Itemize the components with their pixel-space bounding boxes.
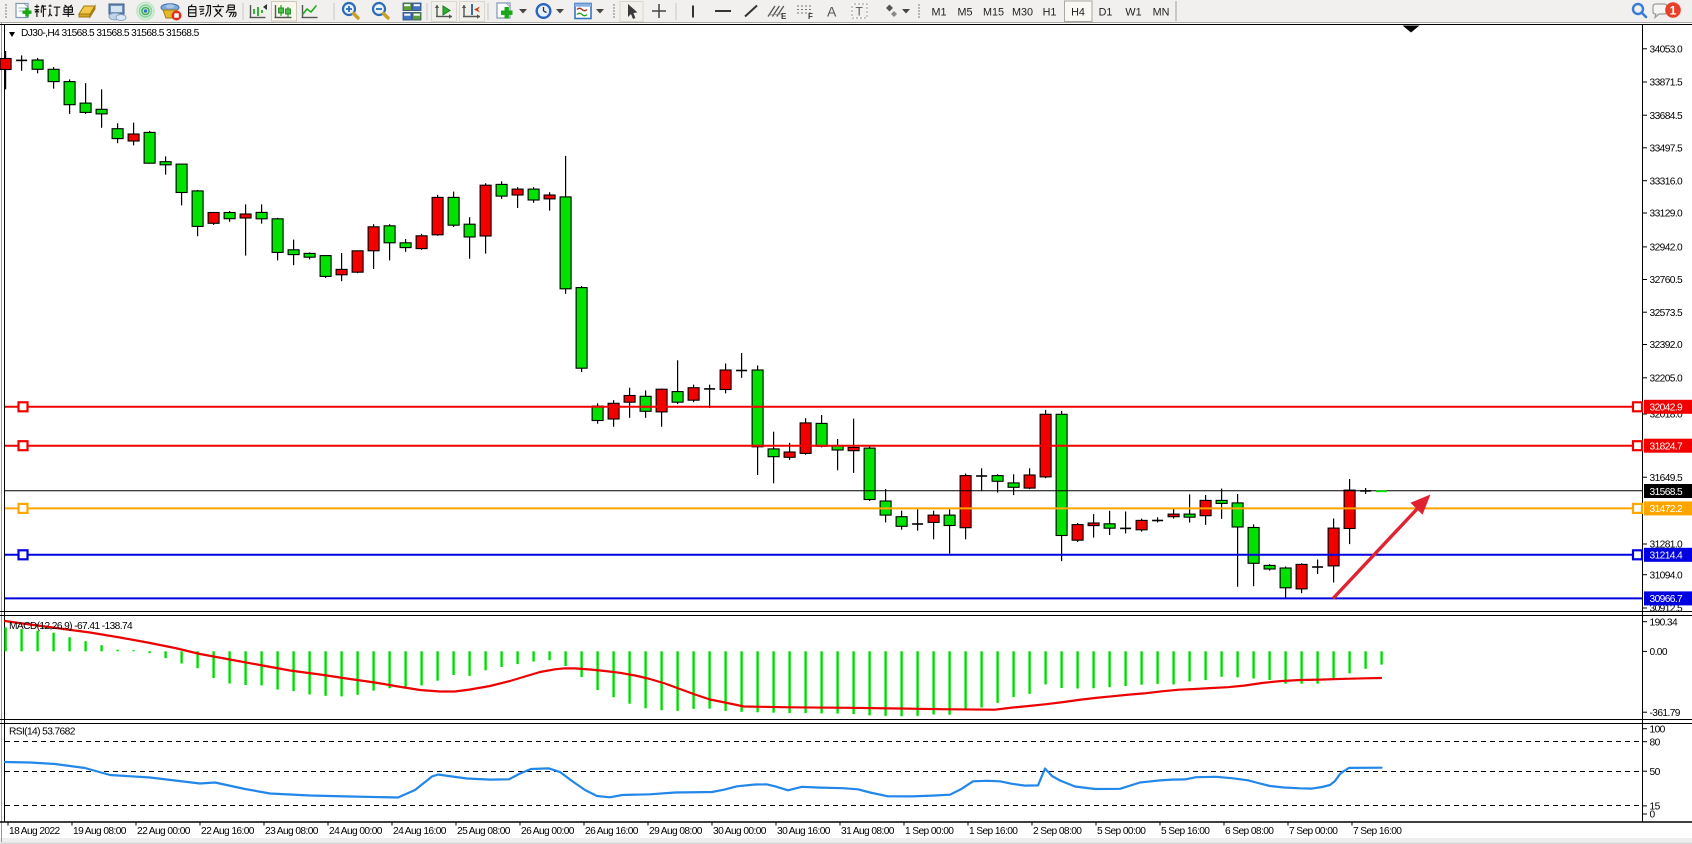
svg-text:25 Aug 08:00: 25 Aug 08:00 [457, 826, 511, 837]
svg-text:31094.0: 31094.0 [1650, 570, 1684, 581]
svg-text:32760.5: 32760.5 [1650, 275, 1684, 286]
svg-text:24 Aug 16:00: 24 Aug 16:00 [393, 826, 447, 837]
svg-text:32392.0: 32392.0 [1650, 340, 1684, 351]
svg-text:32042.9: 32042.9 [1650, 403, 1684, 414]
svg-text:23 Aug 08:00: 23 Aug 08:00 [265, 826, 319, 837]
svg-text:-361.79: -361.79 [1650, 708, 1681, 719]
svg-text:T: T [856, 5, 864, 19]
svg-text:32205.0: 32205.0 [1650, 373, 1684, 384]
svg-text:M1: M1 [932, 7, 947, 19]
svg-text:M30: M30 [1012, 7, 1033, 19]
svg-text:34053.0: 34053.0 [1650, 44, 1684, 55]
svg-text:31281.0: 31281.0 [1650, 540, 1684, 551]
svg-text:33684.5: 33684.5 [1650, 111, 1684, 122]
svg-text:22 Aug 00:00: 22 Aug 00:00 [137, 826, 191, 837]
svg-text:1 Sep 00:00: 1 Sep 00:00 [905, 826, 954, 837]
svg-text:W1: W1 [1125, 7, 1141, 19]
svg-text:7 Sep 00:00: 7 Sep 00:00 [1289, 826, 1338, 837]
svg-text:2 Sep 08:00: 2 Sep 08:00 [1033, 826, 1082, 837]
svg-text:0.00: 0.00 [1650, 647, 1668, 658]
svg-text:32573.5: 32573.5 [1650, 308, 1684, 319]
svg-text:M15: M15 [983, 7, 1004, 19]
svg-text:50: 50 [1650, 767, 1661, 778]
svg-text:15: 15 [1650, 802, 1661, 813]
svg-text:5 Sep 16:00: 5 Sep 16:00 [1161, 826, 1210, 837]
svg-text:31649.5: 31649.5 [1650, 473, 1684, 484]
svg-text:F: F [808, 12, 813, 21]
svg-text:D1: D1 [1099, 7, 1113, 19]
svg-text:H1: H1 [1043, 7, 1057, 19]
svg-text:30 Aug 00:00: 30 Aug 00:00 [713, 826, 767, 837]
svg-text:33316.0: 33316.0 [1650, 176, 1684, 187]
svg-text:29 Aug 08:00: 29 Aug 08:00 [649, 826, 703, 837]
svg-text:M5: M5 [958, 7, 973, 19]
svg-text:33497.5: 33497.5 [1650, 143, 1684, 154]
svg-text:31568.5: 31568.5 [1650, 487, 1684, 498]
svg-text:19 Aug 08:00: 19 Aug 08:00 [73, 826, 127, 837]
svg-text:18 Aug 2022: 18 Aug 2022 [9, 826, 61, 837]
svg-text:31 Aug 08:00: 31 Aug 08:00 [841, 826, 895, 837]
svg-text:H4: H4 [1071, 7, 1085, 19]
svg-text:A: A [827, 4, 837, 20]
svg-text:22 Aug 16:00: 22 Aug 16:00 [201, 826, 255, 837]
svg-text:31472.2: 31472.2 [1650, 504, 1684, 515]
svg-text:24 Aug 00:00: 24 Aug 00:00 [329, 826, 383, 837]
svg-text:32018.0: 32018.0 [1650, 410, 1684, 421]
svg-text:33129.0: 33129.0 [1650, 209, 1684, 220]
svg-text:32942.0: 32942.0 [1650, 243, 1684, 254]
svg-text:30912.5: 30912.5 [1650, 604, 1684, 615]
svg-text:1: 1 [1670, 3, 1677, 17]
svg-text:100: 100 [1650, 724, 1666, 735]
svg-text:26 Aug 00:00: 26 Aug 00:00 [521, 826, 575, 837]
svg-text:0: 0 [1650, 810, 1656, 821]
svg-text:26 Aug 16:00: 26 Aug 16:00 [585, 826, 639, 837]
svg-text:30966.7: 30966.7 [1650, 594, 1684, 605]
svg-text:33871.5: 33871.5 [1650, 78, 1684, 89]
svg-text:31824.7: 31824.7 [1650, 442, 1684, 453]
svg-text:MN: MN [1153, 7, 1170, 19]
svg-text:MACD(12,26,9) -67.41 -138.74: MACD(12,26,9) -67.41 -138.74 [9, 621, 133, 632]
svg-text:31214.4: 31214.4 [1650, 551, 1684, 562]
svg-text:DJ30-,H4 31568.5 31568.5 3156: DJ30-,H4 31568.5 31568.5 31568.5 31568.5 [21, 28, 200, 39]
svg-text:6 Sep 08:00: 6 Sep 08:00 [1225, 826, 1274, 837]
svg-text:RSI(14) 53.7682: RSI(14) 53.7682 [9, 726, 76, 737]
svg-text:5 Sep 00:00: 5 Sep 00:00 [1097, 826, 1146, 837]
svg-text:30 Aug 16:00: 30 Aug 16:00 [777, 826, 831, 837]
svg-text:E: E [781, 12, 787, 21]
svg-text:80: 80 [1650, 737, 1661, 748]
svg-text:190.34: 190.34 [1650, 617, 1678, 628]
svg-text:1 Sep 16:00: 1 Sep 16:00 [969, 826, 1018, 837]
svg-text:7 Sep 16:00: 7 Sep 16:00 [1353, 826, 1402, 837]
